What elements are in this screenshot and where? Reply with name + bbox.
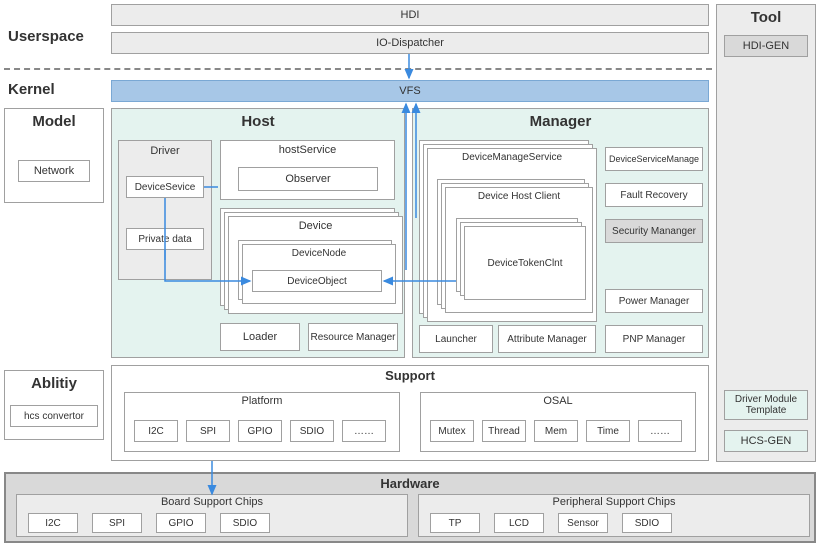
pnp-manager-box: PNP Manager — [605, 325, 703, 353]
osal-title: OSAL — [421, 395, 695, 407]
dms-label: DeviceManageService — [428, 152, 596, 163]
platform-sdio: SDIO — [290, 420, 334, 442]
vfs-box: VFS — [111, 80, 709, 102]
network-box: Network — [18, 160, 90, 182]
hdi-box: HDI — [111, 4, 709, 26]
peripheral-tp: TP — [430, 513, 480, 533]
platform-i2c: I2C — [134, 420, 178, 442]
hardware-title: Hardware — [6, 476, 814, 491]
support-title: Support — [112, 368, 708, 383]
peripheral-sensor: Sensor — [558, 513, 608, 533]
osal-mem: Mem — [534, 420, 578, 442]
device-service-box: DeviceSevice — [126, 176, 204, 198]
host-service-label: hostService — [221, 144, 394, 156]
device-object-box: DeviceObject — [252, 270, 382, 292]
board-spi: SPI — [92, 513, 142, 533]
observer-box: Observer — [238, 167, 378, 191]
hcs-gen-box: HCS-GEN — [724, 430, 808, 452]
platform-gpio: GPIO — [238, 420, 282, 442]
host-title: Host — [112, 113, 404, 130]
driver-module-template-box: Driver Module Template — [724, 390, 808, 420]
device-node-label: DeviceNode — [243, 248, 395, 259]
loader-box: Loader — [220, 323, 300, 351]
attribute-manager-box: Attribute Manager — [498, 325, 596, 353]
security-manager-box: Security Mananger — [605, 219, 703, 243]
peripheral-lcd: LCD — [494, 513, 544, 533]
osal-time: Time — [586, 420, 630, 442]
fault-recovery-box: Fault Recovery — [605, 183, 703, 207]
userspace-label: Userspace — [8, 28, 84, 45]
device-label: Device — [229, 220, 402, 232]
hcs-convertor-box: hcs convertor — [10, 405, 98, 427]
hdi-gen-box: HDI-GEN — [724, 35, 808, 57]
board-gpio: GPIO — [156, 513, 206, 533]
platform-spi: SPI — [186, 420, 230, 442]
ability-title: Ablitiy — [5, 375, 103, 392]
dashed-separator — [4, 68, 712, 70]
platform-title: Platform — [125, 395, 399, 407]
osal-mutex: Mutex — [430, 420, 474, 442]
power-manager-box: Power Manager — [605, 289, 703, 313]
resource-manager-box: Resource Manager — [308, 323, 398, 351]
platform-more: …… — [342, 420, 386, 442]
kernel-label: Kernel — [8, 81, 55, 98]
launcher-box: Launcher — [419, 325, 493, 353]
model-panel: Model — [4, 108, 104, 203]
manager-title: Manager — [413, 113, 708, 130]
osal-more: …… — [638, 420, 682, 442]
private-data-box: Private data — [126, 228, 204, 250]
driver-label: Driver — [119, 145, 211, 157]
osal-thread: Thread — [482, 420, 526, 442]
board-sdio: SDIO — [220, 513, 270, 533]
peripheral-sdio: SDIO — [622, 513, 672, 533]
device-token-clnt-box: DeviceTokenClnt — [464, 226, 586, 300]
device-service-manage-box: DeviceServiceManage — [605, 147, 703, 171]
peripheral-support-title: Peripheral Support Chips — [419, 496, 809, 508]
tool-title: Tool — [717, 9, 815, 26]
board-i2c: I2C — [28, 513, 78, 533]
board-support-title: Board Support Chips — [17, 496, 407, 508]
dhc-label: Device Host Client — [446, 191, 592, 202]
driver-group: Driver — [118, 140, 212, 280]
io-dispatcher-box: IO-Dispatcher — [111, 32, 709, 54]
model-title: Model — [5, 113, 103, 130]
